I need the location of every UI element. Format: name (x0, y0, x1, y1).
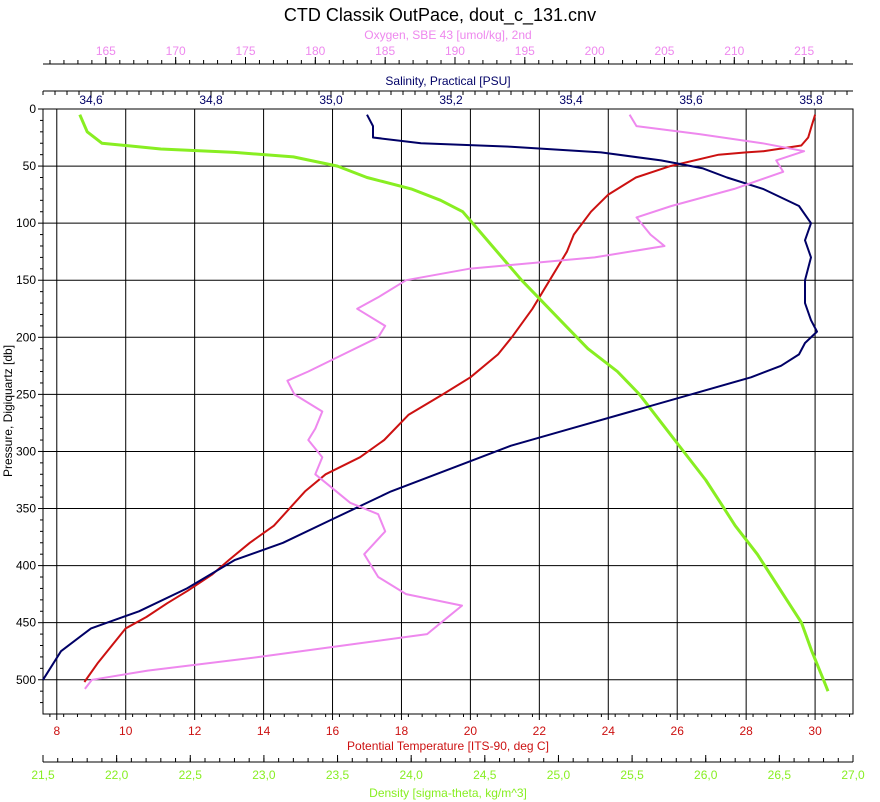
pressure-tick-label: 50 (23, 159, 37, 173)
chart-title: CTD Classik OutPace, dout_c_131.cnv (284, 5, 596, 26)
density-tick-label: 25,5 (620, 768, 644, 782)
density-tick-label: 21,5 (31, 768, 55, 782)
density-tick-label: 26,5 (768, 768, 792, 782)
oxygen-tick-label: 165 (96, 44, 116, 58)
gridlines (43, 108, 853, 714)
oxygen-tick-label: 190 (445, 44, 465, 58)
temperature-tick-label: 16 (326, 724, 340, 738)
pressure-tick-label: 100 (16, 216, 36, 230)
pressure-axis-label: Pressure, Digiquartz [db] (1, 345, 15, 477)
density-tick-label: 22,0 (105, 768, 129, 782)
pressure-tick-label: 400 (16, 559, 36, 573)
pressure-tick-label: 150 (16, 273, 36, 287)
oxygen-tick-label: 180 (305, 44, 325, 58)
temperature-axis: Potential Temperature [ITS-90, deg C] 8 1… (49, 714, 851, 753)
salinity-profile-line (42, 114, 818, 681)
salinity-tick-label: 35,4 (559, 93, 583, 107)
temperature-axis-label: Potential Temperature [ITS-90, deg C] (347, 739, 549, 753)
temperature-tick-label: 30 (808, 724, 822, 738)
temperature-tick-label: 14 (257, 724, 271, 738)
oxygen-profile-line (84, 114, 806, 690)
temperature-tick-label: 28 (739, 724, 753, 738)
plot-frame (42, 108, 854, 715)
density-profile-line (78, 114, 830, 692)
oxygen-tick-label: 170 (166, 44, 186, 58)
oxygen-tick-label: 215 (794, 44, 814, 58)
pressure-tick-label: 350 (16, 502, 36, 516)
density-tick-label: 24,0 (400, 768, 424, 782)
salinity-tick-label: 35,8 (799, 93, 823, 107)
temperature-tick-label: 24 (602, 724, 616, 738)
density-axis-label: Density [sigma-theta, kg/m^3] (369, 786, 527, 800)
oxygen-tick-label: 200 (585, 44, 605, 58)
salinity-tick-label: 34,8 (199, 93, 223, 107)
pressure-tick-label: 300 (16, 444, 36, 458)
temperature-tick-label: 20 (464, 724, 478, 738)
oxygen-tick-label: 205 (654, 44, 674, 58)
pressure-tick-label: 200 (16, 330, 36, 344)
pressure-tick-label: 250 (16, 387, 36, 401)
pressure-tick-label: 0 (29, 102, 36, 116)
temperature-tick-label: 22 (533, 724, 547, 738)
oxygen-tick-label: 210 (724, 44, 744, 58)
density-axis: Density [sigma-theta, kg/m^3] 21,5 22,0 22… (31, 755, 865, 800)
density-tick-label: 27,0 (841, 768, 865, 782)
oxygen-tick-label: 185 (375, 44, 395, 58)
salinity-tick-label: 34,6 (79, 93, 103, 107)
temperature-tick-label: 12 (188, 724, 202, 738)
temperature-tick-label: 26 (671, 724, 685, 738)
salinity-tick-label: 35,2 (439, 93, 463, 107)
pressure-tick-label: 500 (16, 673, 36, 687)
oxygen-axis-label: Oxygen, SBE 43 [umol/kg], 2nd (364, 28, 531, 42)
density-tick-label: 23,0 (252, 768, 276, 782)
oxygen-tick-label: 195 (515, 44, 535, 58)
pressure-axis: Pressure, Digiquartz [db] 0 50 100 150 200 25… (1, 102, 43, 704)
temperature-tick-label: 10 (119, 724, 133, 738)
salinity-axis-label: Salinity, Practical [PSU] (385, 74, 510, 88)
temperature-tick-label: 18 (395, 724, 409, 738)
pressure-tick-label: 450 (16, 616, 36, 630)
salinity-tick-label: 35,0 (319, 93, 343, 107)
density-tick-label: 26,0 (694, 768, 718, 782)
temperature-tick-label: 8 (53, 724, 60, 738)
density-tick-label: 23,5 (326, 768, 350, 782)
salinity-tick-label: 35,6 (679, 93, 703, 107)
density-tick-label: 25,0 (547, 768, 571, 782)
salinity-axis: Salinity, Practical [PSU] 34,6 34,8 35,0 35… (42, 74, 853, 107)
series-layer (42, 114, 830, 692)
oxygen-tick-label: 175 (235, 44, 255, 58)
potential-temperature-profile-line (83, 114, 817, 683)
density-tick-label: 22,5 (179, 768, 203, 782)
oxygen-axis: Oxygen, SBE 43 [umol/kg], 2nd 165 170 175 1… (43, 28, 853, 65)
density-tick-label: 24,5 (473, 768, 497, 782)
